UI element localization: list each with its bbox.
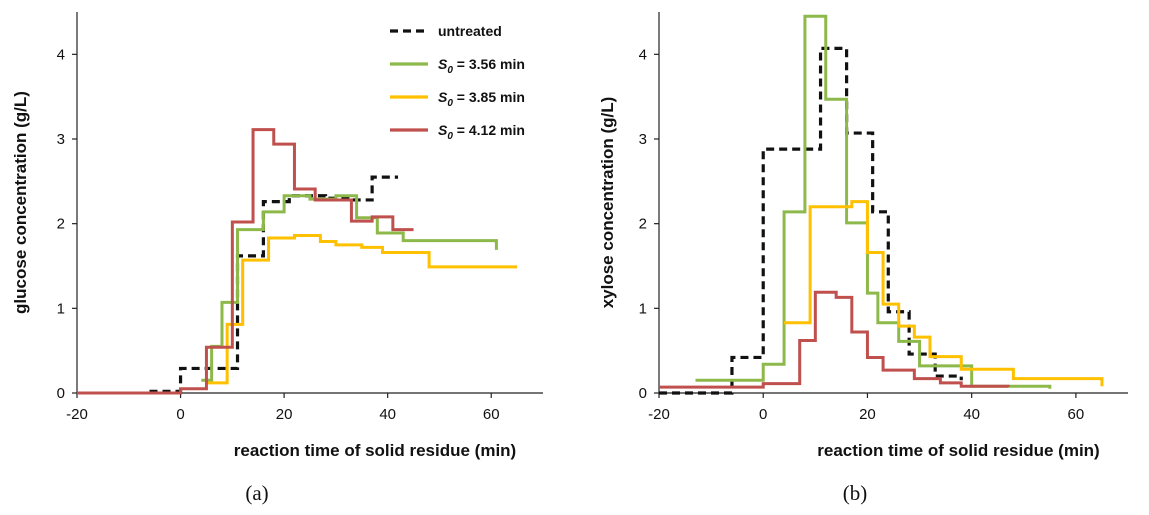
y-tick-label: 1 [57, 300, 65, 317]
y-tick-label: 2 [57, 216, 65, 233]
legend-value: untreated [438, 23, 502, 39]
y-axis-label: glucose concentration (g/L) [11, 91, 30, 314]
x-tick-label: 40 [963, 406, 980, 423]
legend-entry-s356: S0 = 3.56 min [438, 56, 525, 76]
y-tick-label: 4 [639, 46, 647, 63]
y-tick-label: 4 [57, 46, 65, 63]
y-tick-label: 1 [639, 300, 647, 317]
legend-subscript: 0 [447, 98, 453, 109]
legend-entry-untreated: untreated [438, 23, 502, 39]
x-tick-label: 0 [759, 406, 767, 423]
series-line-s412 [659, 290, 1010, 389]
legend-entry-s385: S0 = 3.85 min [438, 89, 525, 109]
legend-symbol: S [438, 89, 448, 105]
y-tick-label: 3 [57, 131, 65, 148]
panel-label: (a) [245, 481, 268, 505]
series-line-s412 [77, 128, 414, 395]
legend-value: = 3.56 min [453, 56, 525, 72]
y-tick-label: 0 [57, 385, 65, 402]
y-tick-label: 3 [639, 131, 647, 148]
legend-symbol: S [438, 122, 448, 138]
legend-entry-s412: S0 = 4.12 min [438, 122, 525, 142]
legend-value: = 3.85 min [453, 89, 525, 105]
y-tick-label: 0 [639, 385, 647, 402]
series-line-s385 [784, 200, 1104, 387]
panel-label: (b) [843, 481, 868, 505]
x-tick-label: 20 [859, 406, 876, 423]
x-tick-label: 60 [483, 406, 500, 423]
x-tick-label: 0 [176, 406, 184, 423]
x-tick-label: -20 [648, 406, 670, 423]
legend-subscript: 0 [447, 65, 453, 76]
y-axis-label: xylose concentration (g/L) [598, 97, 617, 309]
series-line-s356 [201, 194, 498, 382]
series-line-untreated [659, 46, 963, 395]
legend-value: = 4.12 min [453, 122, 525, 138]
series-line-s385 [206, 234, 518, 385]
x-axis-label: reaction time of solid residue (min) [234, 441, 516, 460]
series-line-untreated [149, 175, 399, 393]
x-axis-label: reaction time of solid residue (min) [817, 441, 1099, 460]
y-tick-label: 2 [639, 216, 647, 233]
x-tick-label: -20 [66, 406, 88, 423]
legend-symbol: S [438, 56, 448, 72]
legend-subscript: 0 [447, 131, 453, 142]
x-tick-label: 20 [276, 406, 293, 423]
x-tick-label: 60 [1068, 406, 1085, 423]
series-line-s356 [695, 14, 1052, 389]
x-tick-label: 40 [379, 406, 396, 423]
